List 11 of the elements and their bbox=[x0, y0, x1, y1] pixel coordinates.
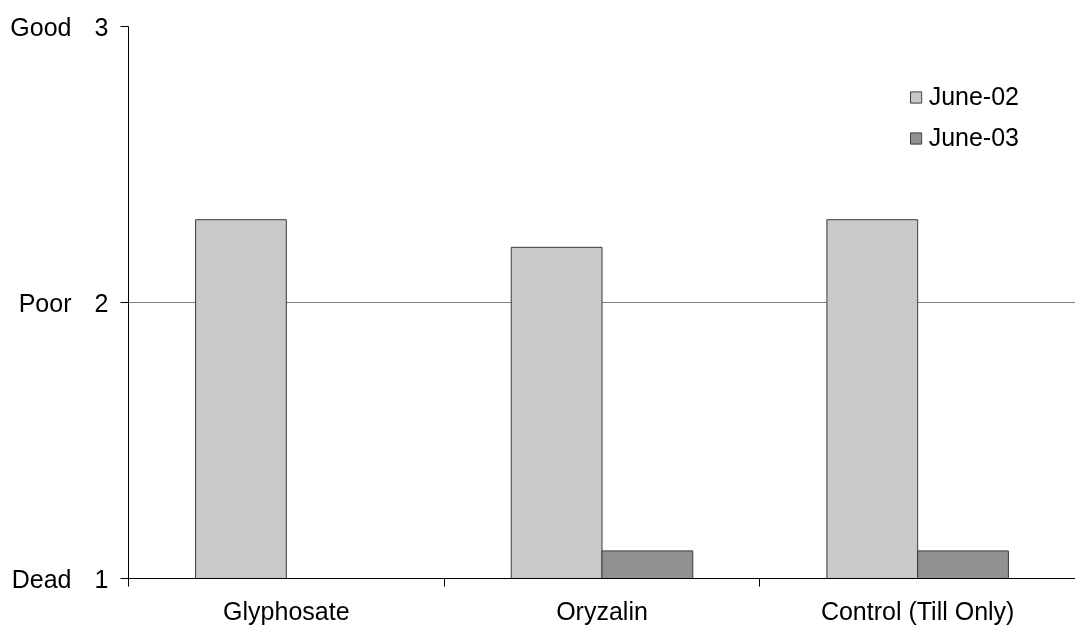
text: Good bbox=[10, 12, 72, 41]
legend-label: June-03 bbox=[928, 123, 1019, 152]
y-tick-label: 2 bbox=[94, 288, 109, 317]
x-tick-label: Control (Till Only) bbox=[820, 596, 1015, 625]
x-tick-label: Oryzalin bbox=[556, 596, 648, 625]
y-tick-label: 3 bbox=[94, 12, 109, 41]
text: Dead bbox=[11, 564, 72, 593]
y-tick-label: 1 bbox=[94, 564, 109, 593]
x-tick-label: Glyphosate bbox=[223, 596, 350, 625]
legend-label: June-02 bbox=[928, 82, 1019, 111]
text: Poor bbox=[18, 288, 72, 317]
